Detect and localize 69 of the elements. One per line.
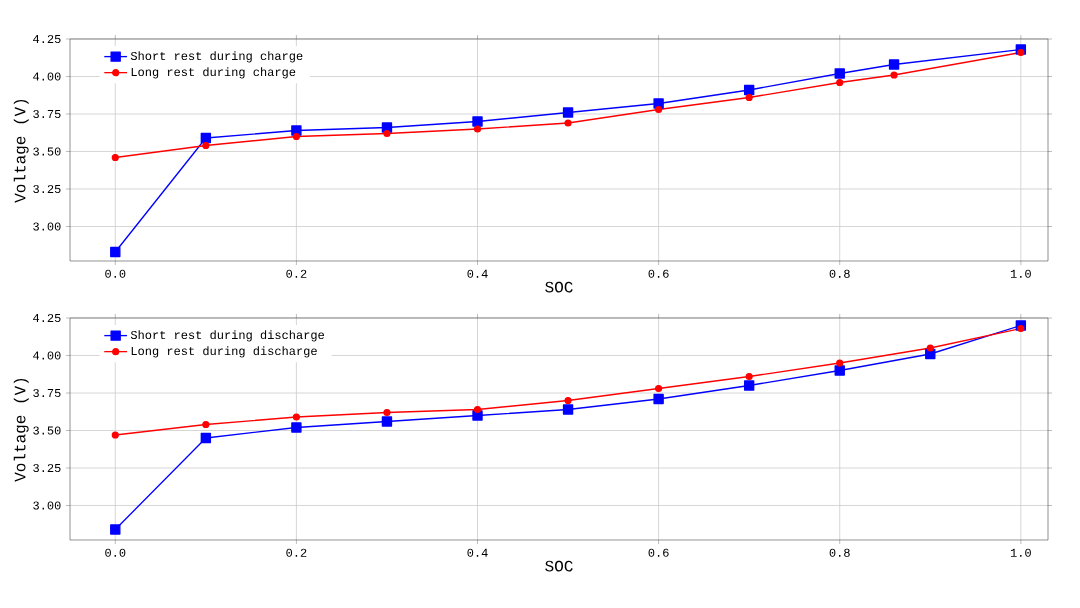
x-tick-label: 0.0 bbox=[105, 548, 126, 557]
y-axis-title: Voltage (V) bbox=[13, 378, 29, 482]
x-axis-title: SOC bbox=[545, 281, 573, 293]
point bbox=[202, 141, 210, 150]
point bbox=[473, 125, 482, 133]
x-tick-label: 0.2 bbox=[286, 548, 307, 557]
point bbox=[743, 380, 755, 391]
y-axis-title: Voltage (V) bbox=[13, 99, 29, 203]
point bbox=[655, 384, 663, 393]
point bbox=[110, 524, 121, 535]
point bbox=[383, 129, 391, 138]
y-tick-label: 3.00 bbox=[33, 222, 61, 231]
legend-label: Long rest during charge bbox=[131, 67, 296, 79]
y-tick-label: 3.75 bbox=[33, 109, 61, 119]
point bbox=[381, 416, 393, 427]
point bbox=[745, 93, 753, 102]
point bbox=[1017, 48, 1025, 57]
legend-label: Short rest during discharge bbox=[130, 330, 324, 342]
y-tick-label: 3.00 bbox=[33, 501, 61, 510]
point bbox=[473, 405, 482, 414]
y-tick-label: 4.25 bbox=[33, 34, 61, 44]
y-tick-label: 4.25 bbox=[33, 313, 61, 323]
y-tick-label: 3.25 bbox=[33, 184, 61, 194]
y-tick-label: 4.00 bbox=[33, 351, 61, 360]
y-tick-label: 3.50 bbox=[33, 147, 61, 156]
x-tick-label: 0.8 bbox=[829, 269, 850, 278]
point bbox=[836, 78, 844, 87]
legend-label: Short rest during charge bbox=[130, 51, 303, 63]
point bbox=[655, 105, 663, 114]
point bbox=[836, 359, 844, 367]
point bbox=[1017, 324, 1025, 333]
x-tick-label: 0.4 bbox=[467, 269, 488, 278]
point bbox=[202, 420, 210, 429]
point bbox=[383, 408, 391, 417]
point bbox=[888, 59, 900, 70]
point bbox=[111, 153, 119, 162]
point bbox=[926, 344, 934, 352]
point bbox=[653, 393, 664, 405]
point bbox=[743, 84, 755, 96]
legend-label: Long rest during discharge bbox=[131, 346, 317, 358]
point bbox=[745, 372, 753, 381]
point bbox=[834, 68, 845, 79]
point bbox=[292, 413, 300, 421]
x-tick-label: 0.4 bbox=[467, 548, 488, 557]
x-tick-label: 0.2 bbox=[286, 269, 307, 278]
y-tick-label: 3.50 bbox=[33, 426, 61, 435]
y-tick-label: 3.25 bbox=[33, 463, 61, 473]
point bbox=[111, 431, 119, 439]
x-tick-label: 1.0 bbox=[1010, 548, 1031, 557]
point bbox=[562, 107, 574, 118]
point bbox=[200, 432, 212, 444]
x-tick-label: 1.0 bbox=[1010, 269, 1031, 278]
point bbox=[292, 132, 300, 141]
y-tick-label: 3.75 bbox=[33, 388, 61, 398]
x-tick-label: 0.0 bbox=[105, 269, 126, 278]
point bbox=[562, 404, 574, 415]
point bbox=[110, 246, 121, 258]
x-tick-label: 0.8 bbox=[829, 548, 850, 557]
x-axis-title: SOC bbox=[545, 560, 573, 572]
point bbox=[200, 132, 212, 144]
point bbox=[890, 71, 898, 79]
point bbox=[834, 365, 845, 376]
point bbox=[564, 396, 572, 405]
point bbox=[291, 422, 302, 433]
y-tick-label: 4.00 bbox=[33, 72, 61, 81]
point bbox=[472, 116, 483, 127]
point bbox=[564, 119, 572, 127]
x-tick-label: 0.6 bbox=[648, 548, 669, 557]
x-tick-label: 0.6 bbox=[648, 269, 669, 278]
